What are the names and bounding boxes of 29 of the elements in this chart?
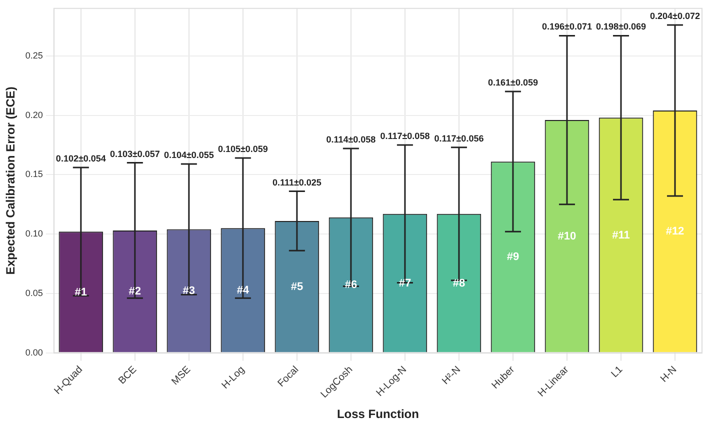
annotation: #1	[74, 286, 88, 298]
annotation: #10	[558, 230, 576, 242]
x-tick-label: H-N	[658, 364, 680, 385]
annotation: #9	[506, 251, 520, 264]
x-axis-title: Loss Function	[336, 407, 419, 422]
annotation: #11	[612, 229, 630, 242]
annotation: 0.117±0.058	[380, 130, 430, 141]
y-tick-label: 0.25	[25, 50, 43, 60]
annotation: 0.117±0.056	[434, 133, 484, 144]
y-axis-title: Expected Calibration Error (ECE)	[4, 86, 18, 275]
y-tick-label: 0.20	[25, 110, 43, 120]
annotation: 0.198±0.069	[596, 22, 646, 32]
y-tick-label: 0.15	[25, 169, 43, 180]
annotation: 0.114±0.058	[326, 134, 376, 145]
annotation: 0.105±0.059	[218, 144, 268, 154]
annotation: 0.103±0.057	[110, 148, 160, 159]
annotation: 0.111±0.025	[272, 177, 322, 188]
annotation: #8	[452, 277, 466, 290]
y-tick-label: 0.05	[25, 288, 43, 298]
x-tick-label: L1	[609, 364, 626, 380]
annotation: 0.196±0.071	[542, 22, 592, 32]
annotation: 0.204±0.072	[650, 11, 700, 22]
annotation: 0.161±0.059	[488, 78, 538, 88]
y-tick-label: 0.10	[25, 228, 43, 239]
y-tick-label: 0.00	[25, 347, 43, 358]
annotation: #5	[290, 280, 304, 293]
annotation: #12	[666, 226, 684, 238]
annotation: 0.102±0.054	[56, 154, 106, 164]
annotation: 0.104±0.055	[164, 150, 214, 160]
